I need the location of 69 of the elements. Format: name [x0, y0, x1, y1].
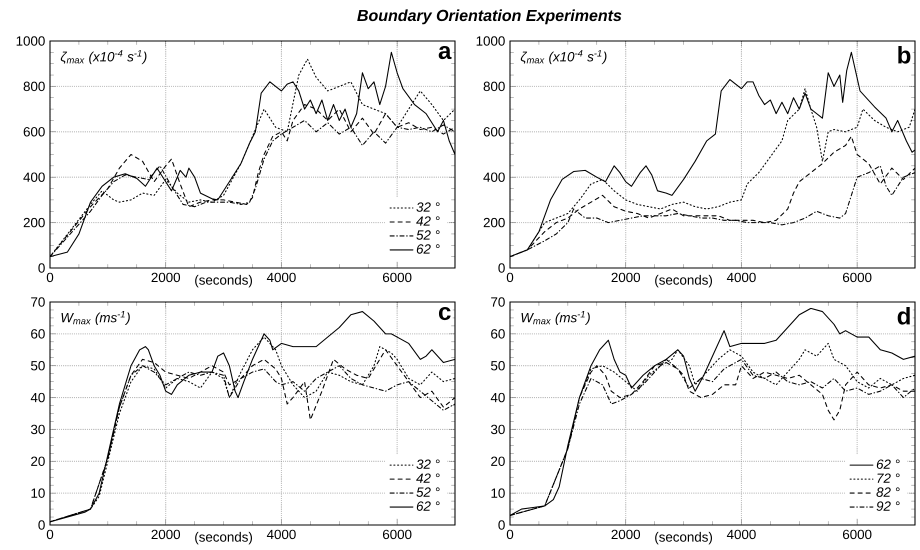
y-tick-label: 60	[491, 329, 505, 339]
x-tick-label: 4000	[266, 530, 296, 540]
x-axis-title: (seconds)	[655, 532, 712, 544]
x-tick-label: 6000	[382, 530, 412, 540]
y-tick-label: 600	[484, 127, 505, 137]
x-tick-label: 2000	[612, 530, 640, 540]
x-tick-label: 0	[506, 272, 514, 282]
y-tick-label: 0	[498, 263, 505, 273]
y-tick-label: 60	[31, 329, 45, 339]
y-tick-label: 0	[38, 263, 45, 273]
x-tick-label: 4000	[726, 530, 756, 540]
legend-label: 42 °	[416, 216, 440, 226]
x-tick-label: 6000	[842, 530, 872, 540]
x-tick-label: 2000	[612, 272, 640, 282]
x-axis-title: (seconds)	[195, 532, 252, 544]
y-axis-title: W$_{max}$ (ms$^{-1}$)	[522, 310, 590, 325]
y-tick-label: 30	[490, 424, 505, 434]
annotation: a	[438, 46, 452, 60]
y-tick-label: 1000	[16, 36, 45, 46]
y-tick-label: 600	[24, 127, 45, 137]
legend-label: 62 °	[416, 244, 440, 254]
legend-label: 52 °	[416, 487, 440, 497]
y-tick-label: 0	[498, 520, 505, 530]
y-tick-label: 800	[484, 82, 505, 92]
legend-label: 72 °	[877, 473, 900, 483]
y-tick-label: 50	[31, 361, 45, 370]
x-tick-label: 0	[46, 530, 54, 540]
x-tick-label: 4000	[266, 272, 296, 282]
legend-label: 42 °	[416, 473, 440, 483]
y-tick-label: 50	[491, 361, 505, 370]
y-axis-title: ζ$_{max}$ (x10$^{-4}$ s$^{-1}$)	[60, 50, 146, 64]
y-tick-label: 1000	[476, 36, 505, 46]
y-tick-label: 200	[24, 218, 45, 228]
x-tick-label: 2000	[152, 272, 180, 282]
legend-label: 62 °	[876, 459, 900, 469]
y-tick-label: 20	[491, 456, 505, 466]
x-tick-label: 0	[506, 530, 514, 540]
y-axis-title: W$_{max}$ (ms$^{-1}$)	[62, 310, 130, 325]
x-axis-title: (seconds)	[195, 274, 252, 288]
y-tick-label: 200	[484, 218, 505, 228]
annotation: b	[898, 46, 910, 64]
y-tick-label: 70	[31, 297, 45, 307]
legend-label: 52 °	[416, 230, 440, 240]
annotation: c	[438, 306, 451, 320]
y-tick-label: 70	[491, 297, 505, 307]
legend-label: 92 °	[876, 501, 900, 511]
y-tick-label: 30	[30, 424, 45, 434]
x-tick-label: 0	[46, 272, 54, 282]
x-tick-label: 6000	[842, 272, 872, 282]
annotation: d	[898, 306, 910, 325]
y-tick-label: 0	[38, 520, 45, 530]
y-tick-label: 10	[491, 488, 505, 498]
legend-label: 82 °	[876, 487, 900, 497]
x-tick-label: 6000	[382, 272, 412, 282]
y-tick-label: 10	[31, 488, 45, 498]
legend-label: 62 °	[416, 501, 440, 511]
y-tick-label: 800	[24, 82, 45, 92]
y-tick-label: 20	[31, 456, 45, 466]
y-axis-title: ζ$_{max}$ (x10$^{-4}$ s$^{-1}$)	[520, 50, 606, 64]
y-tick-label: 400	[483, 172, 505, 182]
y-tick-label: 40	[490, 392, 505, 402]
legend-label: 32 °	[416, 202, 440, 212]
x-tick-label: 2000	[152, 530, 180, 540]
y-tick-label: 400	[23, 172, 45, 182]
y-tick-label: 40	[30, 392, 45, 402]
legend-label: 32 °	[416, 459, 440, 469]
x-tick-label: 4000	[726, 272, 756, 282]
x-axis-title: (seconds)	[655, 274, 712, 288]
text: Boundary Orientation Experiments	[357, 9, 622, 24]
